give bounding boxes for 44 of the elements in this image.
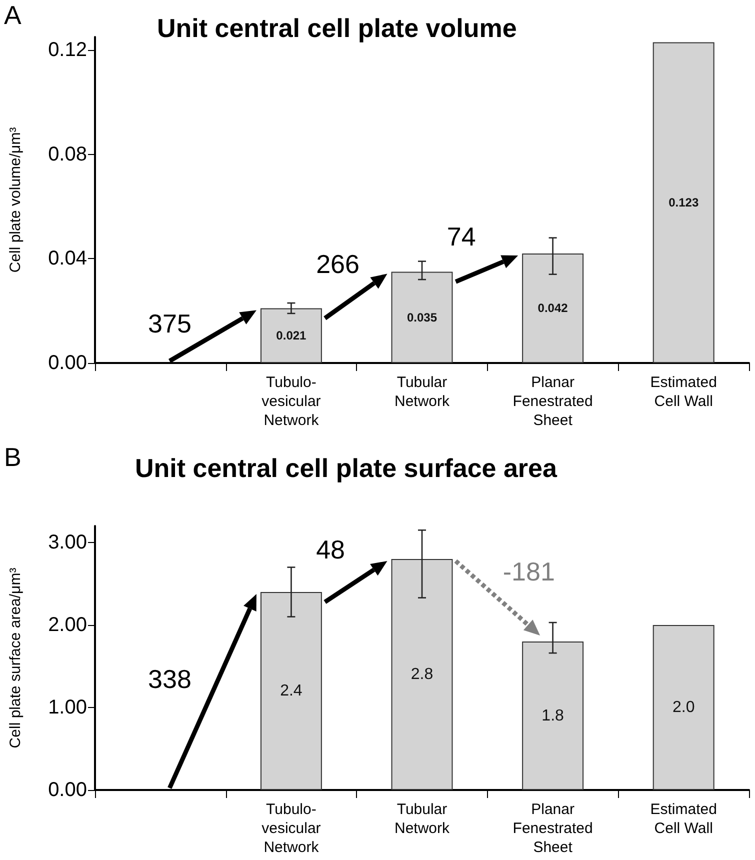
y-tick-label: 0.08 (48, 143, 87, 166)
y-tick-label: 0.04 (48, 248, 87, 270)
data-label: 0.035 (406, 310, 438, 324)
y-axis-title: Cell plate volume/μm³ (7, 127, 24, 273)
chart-title: Unit central cell plate surface area (135, 453, 558, 483)
data-label: 0.042 (538, 301, 568, 316)
annotation: 266 (316, 248, 360, 279)
bar (260, 592, 322, 790)
bar (260, 308, 322, 363)
bar (391, 272, 453, 363)
x-tick-label: Tubular Network (394, 801, 450, 837)
annotation: -181 (502, 556, 555, 586)
annotation: 375 (148, 308, 192, 339)
bar (522, 642, 584, 790)
y-tick-label: 0.00 (48, 352, 87, 374)
y-tick-label: 3.00 (48, 532, 87, 554)
x-tick-label: Estimated Cell Wall (650, 801, 717, 837)
y-axis-title: Cell plate surface area/μm³ (7, 568, 24, 748)
data-label: 0.123 (668, 196, 699, 210)
bar (652, 42, 714, 363)
annotation: 48 (316, 534, 346, 564)
data-label: 2.4 (280, 682, 302, 700)
y-tick-label: 2.00 (48, 614, 87, 636)
chart-title: Unit central cell plate volume (157, 13, 517, 43)
text: B (4, 442, 22, 472)
data-label: 1.8 (542, 707, 564, 724)
x-tick-label: Tubulo- vesicular Network (262, 801, 321, 856)
y-tick-label: 0.12 (48, 39, 87, 62)
y-tick-label: 0.00 (48, 779, 87, 801)
x-tick-label: Planar Fenestrated Sheet (512, 801, 593, 856)
data-label: 2.0 (672, 699, 695, 716)
x-tick-label: Tubulo- vesicular Network (262, 374, 321, 429)
x-tick-label: Planar Fenestrated Sheet (512, 374, 593, 429)
text: A (4, 0, 22, 30)
bar (391, 559, 453, 790)
bar (522, 253, 584, 363)
data-label: 2.8 (410, 666, 434, 683)
x-tick-label: Tubular Network (394, 374, 450, 410)
annotation: 74 (446, 222, 476, 252)
data-label: 0.021 (276, 328, 307, 343)
y-tick-label: 1.00 (48, 696, 87, 718)
annotation: 338 (148, 664, 192, 694)
bar (652, 625, 714, 790)
x-tick-label: Estimated Cell Wall (650, 374, 717, 410)
